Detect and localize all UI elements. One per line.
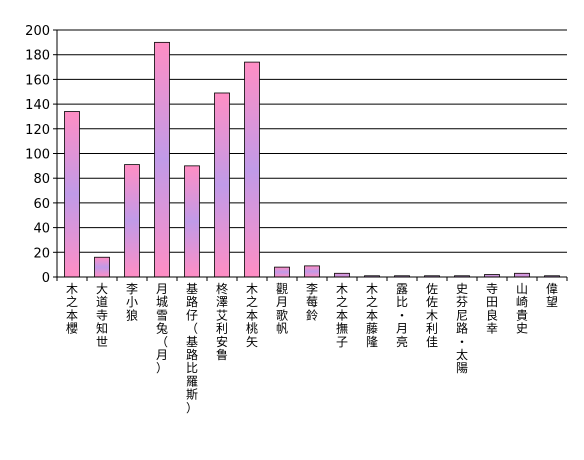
y-tick-labels: 0 20 40 60 80 100 120 140 160 180 200 xyxy=(25,24,50,286)
x-tick-label: 露比・月亮 xyxy=(396,282,408,349)
y-tick-label: 100 xyxy=(25,148,50,163)
bar xyxy=(334,272,350,278)
x-tick-label: 月城雪兔（月） xyxy=(156,282,168,375)
bars xyxy=(64,41,560,278)
axes xyxy=(56,30,568,281)
x-tick-label: 木之本藤隆 xyxy=(366,282,378,349)
bar xyxy=(274,266,290,278)
x-tick-labels: 木之本櫻 大道寺知世 李小狼 月城雪兔（月） 基路仔（基路比羅斯） 柊澤艾利安鲁 木之本桃矢… xyxy=(66,281,558,415)
x-tick-label: 史芬尼路・太陽 xyxy=(456,282,468,375)
y-tick-label: 120 xyxy=(25,123,50,138)
y-tick-label: 0 xyxy=(42,271,50,286)
y-tick-label: 160 xyxy=(25,73,50,88)
y-tick-label: 40 xyxy=(33,222,50,237)
y-tick-label: 80 xyxy=(33,172,50,187)
x-tick-label: 偉望 xyxy=(546,282,558,309)
bar xyxy=(184,165,200,278)
bar xyxy=(94,256,110,278)
bar xyxy=(124,164,140,278)
bar xyxy=(154,41,170,278)
x-tick-label: 李莓鈴 xyxy=(306,281,318,322)
x-tick-label: 木之本撫子 xyxy=(336,282,348,349)
x-tick-label: 佐佐木利佳 xyxy=(426,282,438,349)
x-tick-label: 李小狼 xyxy=(126,281,138,322)
y-tick-label: 60 xyxy=(33,197,50,212)
x-tick-label: 木之本櫻 xyxy=(66,282,78,336)
y-tick-label: 20 xyxy=(33,246,50,261)
y-tick-label: 180 xyxy=(25,49,50,64)
x-tick-label: 木之本桃矢 xyxy=(246,282,258,349)
bar xyxy=(304,265,320,278)
x-tick-label: 觀月歌帆 xyxy=(276,282,288,336)
x-tick-label: 柊澤艾利安鲁 xyxy=(216,281,228,362)
bar xyxy=(514,272,530,278)
bar xyxy=(214,92,230,278)
y-tick-label: 140 xyxy=(25,98,50,113)
x-tick-label: 寺田良幸 xyxy=(486,282,498,336)
x-tick-label: 山崎貴史 xyxy=(516,282,528,336)
gridlines xyxy=(53,29,567,278)
y-tick-label: 200 xyxy=(25,24,50,39)
bar xyxy=(64,111,80,278)
x-tick-label: 基路仔（基路比羅斯） xyxy=(186,282,198,415)
x-tick-label: 大道寺知世 xyxy=(96,282,108,349)
bar xyxy=(244,61,260,278)
